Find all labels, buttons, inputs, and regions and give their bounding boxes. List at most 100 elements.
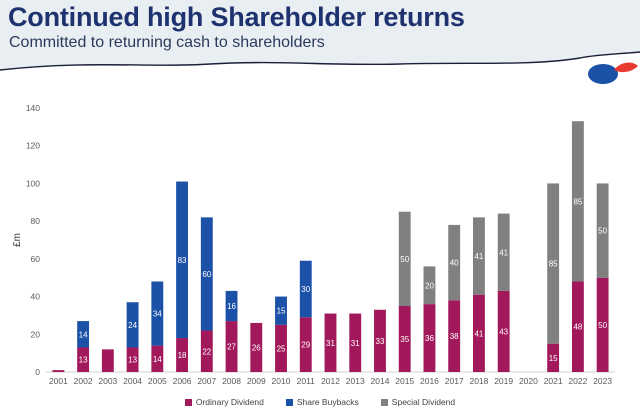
logo-blue-shape bbox=[588, 64, 618, 84]
bar-ordinary-2014 bbox=[374, 309, 386, 372]
y-tick-label: 140 bbox=[26, 103, 40, 113]
legend-swatch-special bbox=[380, 398, 388, 406]
data-label-ordinary-2007: 22 bbox=[202, 347, 211, 356]
bar-ordinary-2003 bbox=[101, 349, 114, 372]
bar-ordinary-2001 bbox=[52, 370, 65, 372]
bar-ordinary-2009 bbox=[250, 322, 263, 372]
bar-ordinary-2017 bbox=[448, 300, 461, 372]
bar-special-2021 bbox=[547, 183, 560, 344]
bar-special-2018 bbox=[472, 217, 485, 295]
header-band: Continued high Shareholder returns Commi… bbox=[0, 0, 640, 90]
data-label-ordinary-2022: 48 bbox=[573, 323, 582, 332]
bar-special-2015 bbox=[398, 211, 411, 306]
decorative-wave bbox=[0, 51, 640, 90]
bar-buyback-2005 bbox=[151, 281, 164, 346]
data-label-special-2015: 50 bbox=[400, 255, 409, 264]
bar-ordinary-2022 bbox=[571, 281, 584, 372]
data-label-ordinary-2013: 31 bbox=[351, 339, 360, 348]
bar-ordinary-2004 bbox=[126, 347, 139, 372]
bar-buyback-2008 bbox=[225, 290, 238, 322]
x-tick-label: 2009 bbox=[247, 376, 266, 386]
bar-ordinary-2011 bbox=[299, 317, 312, 372]
data-label-special-2022: 85 bbox=[573, 197, 582, 206]
bar-ordinary-2023 bbox=[596, 277, 609, 372]
x-tick-label: 2006 bbox=[173, 376, 192, 386]
x-tick-label: 2010 bbox=[272, 376, 291, 386]
bar-ordinary-2002 bbox=[77, 347, 90, 372]
data-label-ordinary-2009: 26 bbox=[252, 343, 261, 352]
logo-red-shape bbox=[614, 62, 638, 73]
x-tick-label: 2014 bbox=[371, 376, 390, 386]
y-tick-label: 100 bbox=[26, 178, 40, 188]
data-label-ordinary-2002: 13 bbox=[79, 356, 88, 365]
x-tick-label: 2015 bbox=[395, 376, 414, 386]
x-tick-label: 2005 bbox=[148, 376, 167, 386]
x-tick-label: 2018 bbox=[469, 376, 488, 386]
y-tick-label: 120 bbox=[26, 141, 40, 151]
y-tick-label: 80 bbox=[31, 216, 41, 226]
bar-buyback-2010 bbox=[275, 296, 287, 325]
bar-chart: 0 20 40 60 80 100 120 140 £m 2001 13 14 2002 2003 13 24… bbox=[12, 103, 615, 386]
data-label-ordinary-2008: 27 bbox=[227, 343, 236, 352]
data-label-buyback-2005: 34 bbox=[153, 310, 162, 319]
data-label-ordinary-2021: 15 bbox=[549, 354, 558, 363]
y-axis-label: £m bbox=[12, 233, 23, 247]
data-label-special-2023: 50 bbox=[598, 227, 607, 236]
bar-ordinary-2018 bbox=[472, 294, 485, 372]
x-tick-label: 2016 bbox=[420, 376, 439, 386]
bar-ordinary-2019 bbox=[497, 290, 510, 372]
legend-label-special: Special Dividend bbox=[391, 397, 456, 407]
data-label-buyback-2010: 15 bbox=[277, 307, 286, 316]
bar-special-2023 bbox=[596, 183, 609, 278]
legend-item-buyback: Share Buybacks bbox=[285, 397, 359, 407]
y-tick-label: 60 bbox=[31, 254, 41, 264]
bar-ordinary-2008 bbox=[225, 321, 238, 372]
data-label-ordinary-2006: 18 bbox=[178, 351, 187, 360]
data-label-ordinary-2018: 41 bbox=[474, 329, 483, 338]
data-label-ordinary-2014: 33 bbox=[376, 337, 385, 346]
data-label-buyback-2008: 16 bbox=[227, 302, 236, 311]
data-label-special-2021: 85 bbox=[549, 260, 558, 269]
data-label-special-2019: 41 bbox=[499, 248, 508, 257]
data-label-buyback-2006: 83 bbox=[178, 256, 187, 265]
bar-special-2017 bbox=[448, 224, 461, 301]
page-subtitle: Committed to returning cash to sharehold… bbox=[9, 34, 325, 51]
x-tick-label: 2007 bbox=[197, 376, 216, 386]
data-label-special-2017: 40 bbox=[450, 259, 459, 268]
bar-ordinary-2021 bbox=[547, 343, 560, 372]
bar-special-2016 bbox=[423, 266, 436, 305]
data-label-special-2018: 41 bbox=[474, 252, 483, 261]
chart-legend: Ordinary Dividend Share Buybacks Special… bbox=[0, 397, 640, 407]
bar-special-2019 bbox=[497, 213, 510, 291]
x-tick-label: 2022 bbox=[568, 376, 587, 386]
bar-ordinary-2005 bbox=[151, 345, 164, 372]
data-label-ordinary-2005: 14 bbox=[153, 355, 162, 364]
legend-item-ordinary: Ordinary Dividend bbox=[184, 397, 264, 407]
x-tick-label: 2008 bbox=[222, 376, 241, 386]
x-tick-label: 2013 bbox=[346, 376, 365, 386]
data-label-ordinary-2011: 29 bbox=[301, 341, 310, 350]
x-tick-label: 2020 bbox=[519, 376, 538, 386]
x-tick-label: 2011 bbox=[297, 376, 316, 386]
legend-swatch-ordinary bbox=[184, 398, 192, 406]
data-label-ordinary-2017: 38 bbox=[450, 332, 459, 341]
y-tick-label: 40 bbox=[31, 292, 41, 302]
data-label-buyback-2007: 60 bbox=[202, 270, 211, 279]
data-label-buyback-2004: 24 bbox=[128, 321, 137, 330]
bar-buyback-2011 bbox=[299, 260, 312, 318]
legend-label-buyback: Share Buybacks bbox=[296, 397, 359, 407]
data-label-ordinary-2010: 25 bbox=[277, 344, 286, 353]
x-tick-label: 2012 bbox=[321, 376, 340, 386]
bar-buyback-2006 bbox=[176, 181, 189, 339]
bar-buyback-2002 bbox=[77, 321, 90, 348]
x-tick-label: 2019 bbox=[494, 376, 513, 386]
x-tick-label: 2003 bbox=[98, 376, 117, 386]
data-label-buyback-2002: 14 bbox=[79, 330, 88, 339]
data-label-ordinary-2015: 35 bbox=[400, 335, 409, 344]
data-label-buyback-2011: 30 bbox=[301, 285, 310, 294]
x-tick-label: 2017 bbox=[445, 376, 464, 386]
legend-item-special: Special Dividend bbox=[380, 397, 456, 407]
bar-special-2022 bbox=[571, 121, 584, 282]
bar-ordinary-2013 bbox=[349, 313, 362, 372]
bar-buyback-2004 bbox=[126, 302, 139, 348]
